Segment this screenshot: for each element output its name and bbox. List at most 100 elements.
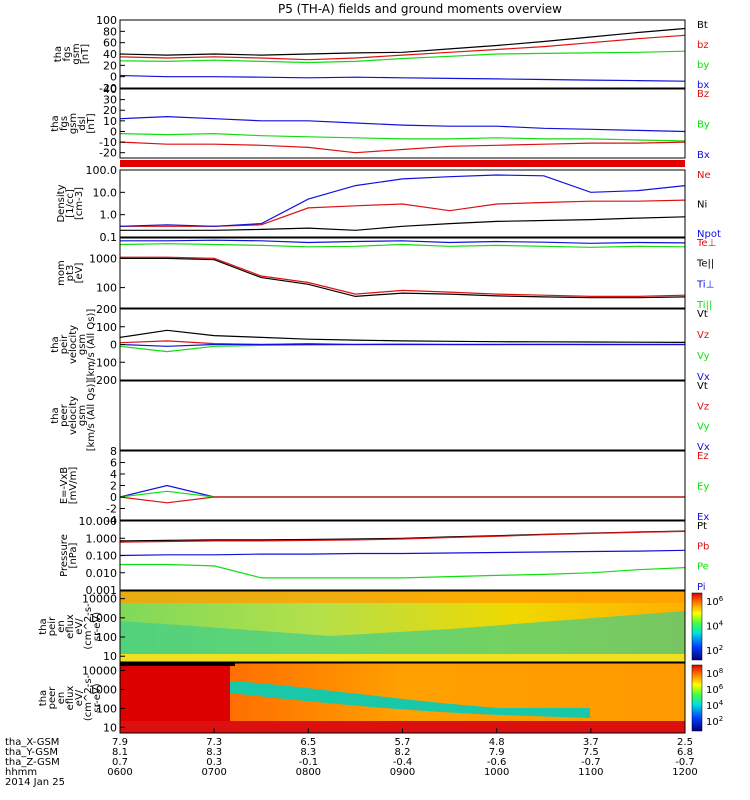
series-vt bbox=[119, 329, 686, 343]
legend-entry: Ex bbox=[697, 512, 709, 523]
flux-band-low bbox=[120, 654, 685, 662]
y-tick-label: 2 bbox=[110, 480, 117, 493]
legend-entry: Pt bbox=[697, 521, 707, 532]
y-tick-label: 40 bbox=[103, 83, 117, 96]
legend-entry: Vz bbox=[697, 330, 709, 341]
footer-value: 0600 bbox=[107, 767, 132, 778]
footer-value: 7.5 bbox=[583, 747, 599, 758]
flux-band-cold bbox=[230, 681, 590, 718]
legend-entry: Te|| bbox=[696, 259, 714, 270]
y-label-line: tha bbox=[50, 407, 61, 423]
legend-entry: Te⊥ bbox=[696, 238, 716, 249]
footer-row-label: hhmm bbox=[5, 767, 37, 778]
colorbar-tick: 108 bbox=[706, 667, 723, 680]
y-tick-label: -4 bbox=[106, 514, 117, 527]
legend: Vt Vz Vy Vx bbox=[697, 309, 710, 383]
panels-group: Btbzbybx100806040200-20thafgsgsm[nT]BzBy… bbox=[38, 14, 724, 734]
legend-entry: Pe bbox=[697, 562, 709, 573]
y-tick-label: -20 bbox=[99, 147, 117, 160]
y-label-line: sr-eV) bbox=[92, 683, 103, 712]
footer-value: 1200 bbox=[672, 767, 697, 778]
y-label-line: en bbox=[56, 620, 67, 633]
series-ez bbox=[119, 496, 685, 504]
footer-value: 1000 bbox=[484, 767, 509, 778]
series-vy bbox=[119, 343, 685, 353]
panel-frame bbox=[119, 590, 686, 663]
flux-gap-strip bbox=[120, 663, 235, 666]
y-label-line: [eV] bbox=[74, 263, 85, 284]
y-label-line: sr-eV) bbox=[92, 612, 103, 641]
series-npot bbox=[119, 174, 686, 227]
y-tick-label: 100 bbox=[96, 14, 117, 27]
y-label-line: pt3 bbox=[65, 265, 76, 282]
y-axis: 10000 1000 100 10 bbox=[82, 665, 125, 734]
footer-value: -0.7 bbox=[581, 757, 601, 768]
y-label-line: en bbox=[56, 692, 67, 705]
colorbar-scale bbox=[691, 592, 703, 661]
y-label-line: tha bbox=[50, 336, 61, 352]
legend-entry: Vx bbox=[697, 372, 710, 383]
legend-entry: Ti|| bbox=[696, 300, 712, 311]
colorbar: 106 104 102 bbox=[691, 592, 724, 661]
panel-frame bbox=[119, 88, 686, 159]
y-label-line: tha bbox=[50, 115, 61, 131]
legend-entry: bz bbox=[697, 40, 709, 51]
colorbar: 108 106 104 102 bbox=[691, 664, 724, 732]
colorbar-tick: 104 bbox=[706, 620, 724, 633]
colorbar-tick: 104 bbox=[706, 699, 724, 712]
series-pe bbox=[120, 563, 686, 579]
y-axis-label: Pressure[nPa] bbox=[59, 534, 79, 577]
series-te bbox=[120, 256, 686, 297]
legend-entry: Vz bbox=[697, 401, 709, 412]
y-tick-label: 20 bbox=[103, 59, 117, 72]
series-by bbox=[119, 132, 686, 142]
y-label-line: gsm bbox=[77, 405, 88, 426]
y-tick-label: 1.000 bbox=[86, 532, 118, 545]
y-label-line: peer bbox=[59, 403, 70, 427]
y-tick-label: 0 bbox=[110, 71, 117, 84]
quality-flag-band bbox=[120, 160, 685, 167]
series-bz bbox=[119, 141, 686, 154]
legend-entry: Vx bbox=[697, 442, 710, 453]
legend-entry: Bz bbox=[697, 89, 709, 100]
y-label-line: [cm-3] bbox=[74, 187, 85, 220]
y-label-line: tha bbox=[53, 46, 64, 62]
series-pi bbox=[119, 549, 686, 557]
y-axis: 1000 100 bbox=[89, 252, 125, 295]
legend: Ne Ni Npot bbox=[697, 170, 721, 240]
y-tick-label: 0.001 bbox=[86, 584, 118, 597]
series-bx bbox=[119, 74, 686, 82]
legend-entry: Bx bbox=[697, 150, 710, 161]
footer-value: 7.3 bbox=[206, 737, 222, 748]
legend: Pt Pb Pe Pi bbox=[697, 521, 709, 593]
footer-value: -0.7 bbox=[675, 757, 695, 768]
colorbar-tick: 106 bbox=[706, 595, 724, 608]
footer-row-label: tha_X-GSM bbox=[5, 737, 59, 748]
y-tick-label: 0 bbox=[110, 491, 117, 504]
y-label-line: fgs bbox=[62, 46, 73, 61]
y-label-line: E=-VxB bbox=[59, 467, 70, 504]
series-bx bbox=[119, 115, 686, 133]
footer-value: 8.1 bbox=[112, 747, 128, 758]
series-ti bbox=[119, 243, 686, 248]
legend-entry: Npot bbox=[697, 229, 721, 240]
y-tick-label: -2 bbox=[106, 503, 117, 516]
panel-frame bbox=[119, 380, 686, 451]
legend-entry: Ti⊥ bbox=[696, 279, 714, 290]
footer-value: 0900 bbox=[390, 767, 415, 778]
series-pb bbox=[119, 530, 686, 543]
y-label-line: Density bbox=[56, 184, 67, 222]
y-label-line: [mV/m] bbox=[68, 467, 79, 505]
footer-value: 8.2 bbox=[395, 747, 411, 758]
footer-value: 0800 bbox=[296, 767, 321, 778]
panel-frame bbox=[119, 520, 686, 591]
y-tick-label: 100 bbox=[96, 321, 117, 334]
y-tick-label: -200 bbox=[92, 374, 117, 387]
y-tick-label: -10 bbox=[99, 136, 117, 149]
panel-9: 10610410210000100010010thapeirenefluxeV/… bbox=[38, 590, 724, 663]
footer-value: -0.4 bbox=[393, 757, 413, 768]
